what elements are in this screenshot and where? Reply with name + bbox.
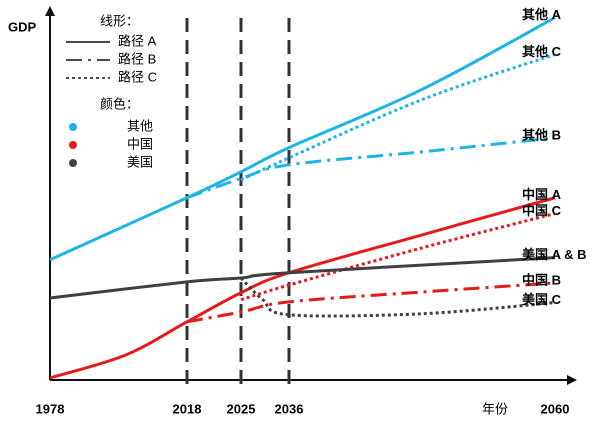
legend-swatch	[69, 123, 77, 131]
x-tick-label: 2025	[227, 401, 256, 416]
legend-label: 路径 B	[118, 51, 156, 66]
series-label: 其他 B	[522, 127, 561, 142]
legend-swatch	[69, 159, 77, 167]
legend-title: 线形：	[100, 13, 139, 28]
legend-label: 其他	[127, 118, 153, 133]
legend-swatch	[69, 141, 77, 149]
series-label: 美国 A & B	[522, 247, 587, 262]
series-line	[240, 52, 556, 182]
series-line	[239, 276, 556, 318]
x-axis-label: 年份	[482, 401, 508, 416]
x-tick-label: 2036	[275, 401, 304, 416]
series-line	[186, 136, 556, 200]
series-line	[240, 212, 556, 302]
legend-label: 路径 C	[118, 69, 157, 84]
x-tick-label: 2060	[541, 401, 570, 416]
series-label: 中国 B	[522, 272, 561, 287]
series-label: 中国 C	[522, 203, 562, 218]
x-tick-label: 2018	[173, 401, 202, 416]
series-label: 其他 A	[522, 7, 562, 22]
series-line	[49, 256, 556, 300]
legend-label: 美国	[127, 154, 153, 169]
series-line	[186, 281, 556, 324]
x-tick-label: 1978	[36, 401, 65, 416]
y-axis-label: GDP	[8, 19, 37, 34]
series-label: 其他 C	[522, 44, 562, 59]
series-label: 中国 A	[522, 187, 562, 202]
legend-label: 中国	[127, 136, 153, 151]
legend-title: 颜色：	[100, 96, 139, 111]
series-line	[49, 16, 556, 262]
series-label: 美国 C	[522, 292, 562, 307]
legend-label: 路径 A	[118, 33, 157, 48]
